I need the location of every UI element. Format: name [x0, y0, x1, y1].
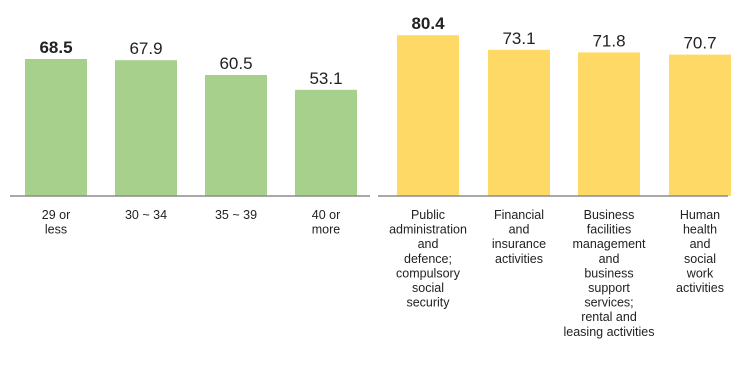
category-label: 30 ~ 34: [125, 208, 167, 222]
category-label-line: 35 ~ 39: [215, 208, 257, 222]
data-label: 70.7: [683, 34, 716, 53]
category-label-line: health: [683, 223, 717, 237]
category-label: Financial and insurance activities: [492, 208, 546, 266]
category-label: Business facilities management and business s…: [563, 208, 654, 339]
data-label: 71.8: [592, 31, 625, 50]
data-label: 60.5: [219, 54, 252, 73]
category-label-line: and: [690, 237, 711, 251]
bar: [295, 89, 357, 196]
category-label-line: and: [599, 252, 620, 266]
category-label-line: Public: [411, 208, 445, 222]
category-label-line: Business: [584, 208, 635, 222]
category-label-line: 30 ~ 34: [125, 208, 167, 222]
data-label: 53.1: [309, 69, 342, 88]
bar: [397, 35, 459, 197]
category-label-line: business: [584, 266, 633, 280]
category-label-line: administration: [389, 223, 467, 237]
category-label-line: defence;: [404, 252, 452, 266]
category-label-line: compulsory: [396, 266, 461, 280]
category-label-line: activities: [676, 281, 724, 295]
bar: [115, 60, 177, 197]
category-label-line: support: [588, 281, 630, 295]
bar: [205, 75, 267, 196]
category-label-line: rental and: [581, 310, 637, 324]
age-group-panel: 68.5 29 or less 67.9 30 ~ 34 60.5 35 ~ 39 53.1 4…: [10, 38, 370, 237]
category-label-line: social: [684, 252, 716, 266]
data-label: 67.9: [129, 39, 162, 58]
category-label-line: activities: [495, 252, 543, 266]
category-label-line: social: [412, 281, 444, 295]
category-label: Human health and social work activities: [676, 208, 724, 295]
category-label-line: 40 or: [312, 208, 341, 222]
category-label-line: security: [406, 296, 450, 310]
category-label-line: Financial: [494, 208, 544, 222]
category-label-line: services;: [584, 296, 633, 310]
category-label-line: insurance: [492, 237, 546, 251]
bar: [578, 52, 640, 197]
category-label-line: less: [45, 223, 67, 237]
category-label-line: work: [686, 266, 714, 280]
category-label: Public administration and defence; compulsor…: [389, 208, 467, 310]
category-label-line: 29 or: [42, 208, 71, 222]
category-label-line: leasing activities: [563, 325, 654, 339]
category-label-line: facilities: [587, 223, 631, 237]
bar: [488, 49, 550, 196]
category-label-line: and: [509, 223, 530, 237]
category-label-line: more: [312, 223, 341, 237]
category-label-line: Human: [680, 208, 720, 222]
bar: [25, 59, 87, 196]
bar: [669, 54, 731, 196]
category-label: 40 or more: [312, 208, 341, 237]
category-label-line: management: [573, 237, 646, 251]
category-label: 35 ~ 39: [215, 208, 257, 222]
data-label: 68.5: [39, 38, 72, 57]
data-label: 80.4: [411, 14, 445, 33]
category-label: 29 or less: [42, 208, 71, 237]
data-label: 73.1: [502, 29, 535, 48]
category-label-line: and: [418, 237, 439, 251]
